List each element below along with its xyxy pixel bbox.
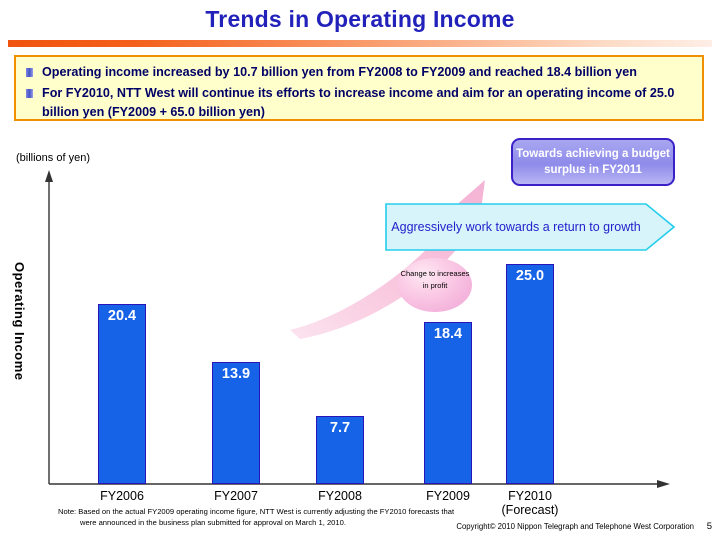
callout-purple-text: Towards achieving a budget surplus in FY… — [516, 148, 670, 176]
x-label-fy2007: FY2007 — [214, 489, 258, 503]
bar-fy2008[interactable] — [316, 416, 364, 484]
cyan-arrow-shape-icon — [385, 203, 676, 251]
chart-unit-label: (billions of yen) — [16, 152, 90, 164]
x-label-fy2006: FY2006 — [100, 489, 144, 503]
page-title: Trends in Operating Income — [205, 6, 515, 32]
profit-change-ellipse — [398, 258, 472, 312]
copyright-text: Copyright© 2010 Nippon Telegraph and Tel… — [456, 522, 694, 531]
bullet-square-icon — [26, 68, 33, 77]
bar-value-fy2008: 7.7 — [329, 420, 351, 436]
bar-value-fy2007: 13.9 — [221, 366, 251, 382]
bar-value-fy2009: 18.4 — [433, 326, 463, 342]
title-divider — [8, 40, 712, 47]
x-label-fy2008: FY2008 — [318, 489, 362, 503]
x-sublabel-fy2010: (Forecast) — [501, 503, 559, 517]
x-label-fy2009: FY2009 — [426, 489, 470, 503]
profit-change-ellipse-text: Change to increases in profit — [400, 269, 470, 290]
bar-fy2007[interactable] — [212, 362, 260, 484]
bar-fy2006[interactable] — [98, 304, 146, 484]
bullet-square-icon — [26, 89, 33, 98]
footnote: Note: Based on the actual FY2009 operati… — [58, 506, 478, 528]
bar-fy2009[interactable] — [424, 322, 472, 484]
bar-value-fy2010: 25.0 — [515, 268, 545, 284]
chart-y-axis-title: Operating Income — [12, 262, 27, 381]
summary-bullet-2-text: For FY2010, NTT West will continue its e… — [42, 86, 675, 119]
summary-bullet-1: Operating income increased by 10.7 billi… — [16, 63, 702, 82]
callout-cyan-text: Aggressively work towards a return to gr… — [391, 219, 641, 234]
x-label-fy2010: FY2010 — [508, 489, 552, 503]
bar-fy2010[interactable] — [506, 264, 554, 484]
summary-bullet-1-text: Operating income increased by 10.7 billi… — [42, 65, 637, 79]
footnote-line-2: were announced in the business plan subm… — [80, 518, 346, 527]
summary-callout-box: Operating income increased by 10.7 billi… — [14, 55, 704, 121]
summary-bullet-2: For FY2010, NTT West will continue its e… — [16, 84, 702, 122]
callout-cyan-return-to-growth: Aggressively work towards a return to gr… — [385, 203, 676, 251]
footnote-line-1: Note: Based on the actual FY2009 operati… — [58, 507, 455, 516]
page-number: 5 — [706, 521, 712, 532]
callout-purple-budget-surplus: Towards achieving a budget surplus in FY… — [511, 138, 675, 186]
bar-value-fy2006: 20.4 — [107, 308, 137, 324]
